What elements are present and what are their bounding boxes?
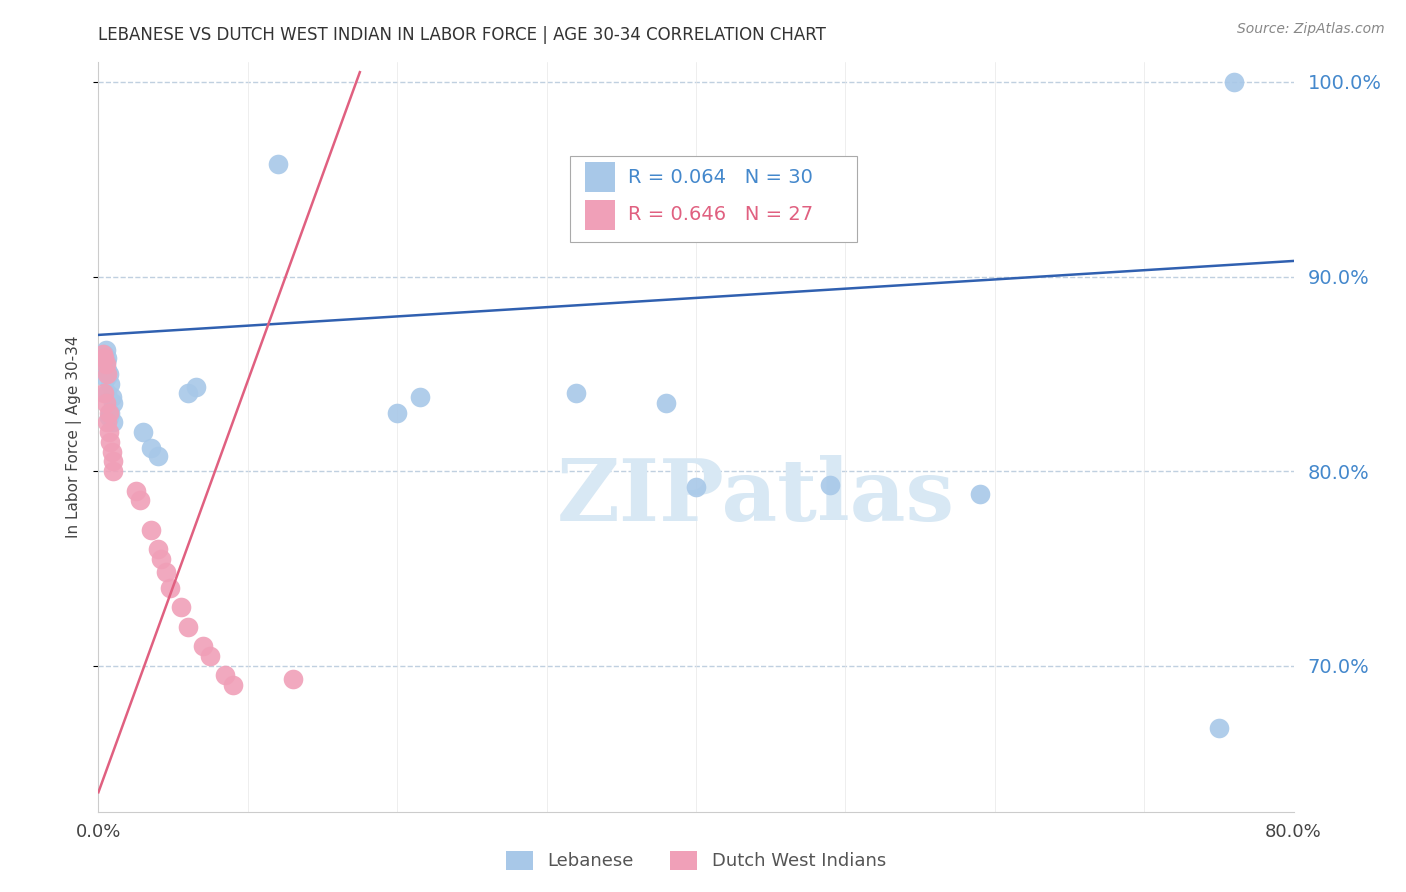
- Point: [97, 425, 120, 440]
- Point: [1223, 75, 1246, 89]
- Point: [148, 541, 170, 556]
- Point: [97, 367, 120, 381]
- Point: [93, 359, 115, 373]
- Point: [103, 416, 125, 430]
- Point: [94, 343, 117, 358]
- Point: [103, 454, 125, 468]
- Point: [155, 566, 177, 580]
- Point: [655, 396, 678, 410]
- Text: R = 0.064   N = 30: R = 0.064 N = 30: [628, 168, 813, 186]
- Point: [159, 581, 181, 595]
- FancyBboxPatch shape: [585, 200, 614, 229]
- Point: [96, 386, 118, 401]
- Point: [97, 409, 120, 424]
- Point: [139, 523, 162, 537]
- Point: [93, 347, 115, 361]
- Point: [385, 406, 409, 420]
- Point: [222, 678, 245, 692]
- Point: [214, 668, 236, 682]
- Point: [96, 416, 118, 430]
- Point: [93, 351, 115, 366]
- Point: [94, 357, 117, 371]
- Point: [565, 386, 588, 401]
- Point: [96, 367, 118, 381]
- Point: [129, 493, 152, 508]
- Point: [200, 648, 222, 663]
- Point: [1208, 721, 1230, 735]
- Point: [685, 480, 707, 494]
- Point: [177, 620, 200, 634]
- Point: [267, 156, 290, 170]
- Y-axis label: In Labor Force | Age 30-34: In Labor Force | Age 30-34: [66, 335, 83, 539]
- Point: [93, 386, 115, 401]
- Text: R = 0.646   N = 27: R = 0.646 N = 27: [628, 205, 813, 224]
- Point: [969, 487, 991, 501]
- Point: [103, 464, 125, 478]
- Point: [94, 355, 117, 369]
- Point: [169, 600, 191, 615]
- Point: [101, 390, 124, 404]
- Point: [98, 406, 122, 420]
- Point: [148, 449, 170, 463]
- Point: [132, 425, 155, 440]
- FancyBboxPatch shape: [585, 162, 614, 192]
- Point: [98, 434, 122, 449]
- Point: [91, 347, 114, 361]
- Point: [191, 640, 214, 654]
- Point: [101, 444, 124, 458]
- Point: [97, 406, 120, 420]
- Point: [184, 380, 207, 394]
- Point: [150, 551, 173, 566]
- Text: LEBANESE VS DUTCH WEST INDIAN IN LABOR FORCE | AGE 30-34 CORRELATION CHART: LEBANESE VS DUTCH WEST INDIAN IN LABOR F…: [98, 26, 827, 45]
- Point: [94, 370, 117, 384]
- Point: [98, 376, 122, 391]
- Point: [177, 386, 200, 401]
- Point: [125, 483, 148, 498]
- Point: [96, 363, 118, 377]
- Point: [94, 396, 117, 410]
- Point: [96, 351, 118, 366]
- Point: [820, 477, 842, 491]
- Text: Source: ZipAtlas.com: Source: ZipAtlas.com: [1237, 22, 1385, 37]
- Legend: Lebanese, Dutch West Indians: Lebanese, Dutch West Indians: [499, 844, 893, 878]
- Text: ZIPatlas: ZIPatlas: [557, 455, 955, 539]
- Point: [139, 441, 162, 455]
- Point: [281, 673, 304, 687]
- Point: [408, 390, 430, 404]
- Point: [103, 396, 125, 410]
- FancyBboxPatch shape: [571, 156, 858, 243]
